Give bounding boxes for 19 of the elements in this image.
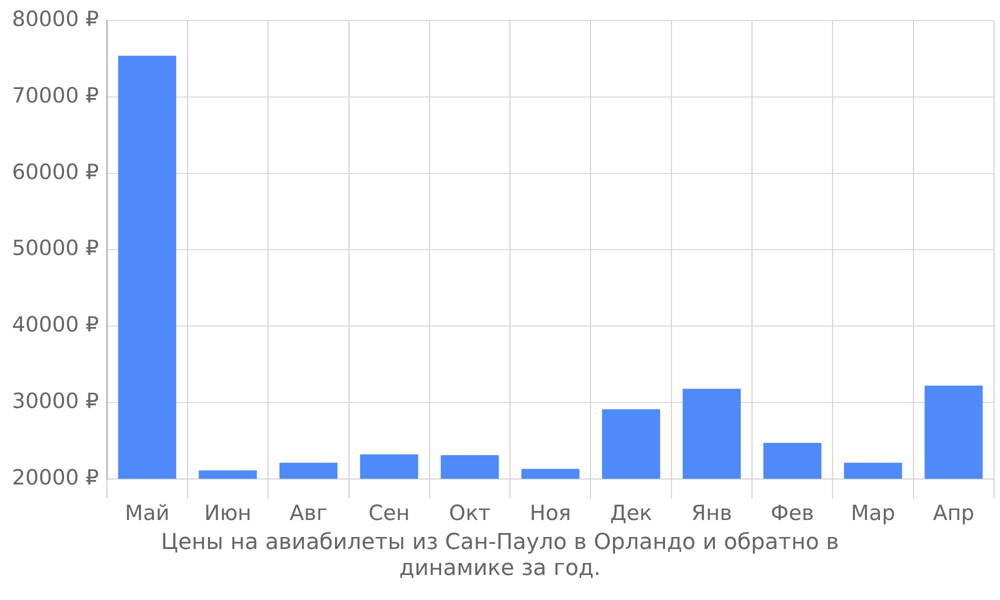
x-tick-label: Дек (610, 500, 652, 525)
y-tick-label: 80000 ₽ (12, 7, 99, 32)
x-tick-label: Янв (691, 500, 732, 525)
x-tick-label: Июн (204, 500, 252, 525)
x-tick-label: Апр (932, 500, 974, 525)
x-tick-label: Сен (368, 500, 410, 525)
x-tick-label: Мар (850, 500, 896, 525)
x-tick-label: Ноя (530, 500, 572, 525)
x-tick-label: Авг (290, 500, 328, 525)
y-tick-label: 30000 ₽ (12, 388, 99, 413)
y-tick-label: 70000 ₽ (12, 83, 99, 108)
x-tick-label: Фев (770, 500, 814, 525)
x-tick-label: Окт (449, 500, 490, 525)
y-tick-label: 20000 ₽ (12, 465, 99, 490)
x-tick-label: Май (124, 500, 170, 525)
y-tick-label: 60000 ₽ (12, 160, 99, 184)
y-tick-label: 40000 ₽ (12, 312, 99, 337)
text: Цены на авиабилеты из Сан-Пауло в Орландо и обратно в динамике за год. (160, 530, 840, 582)
y-tick-label: 50000 ₽ (12, 236, 99, 260)
